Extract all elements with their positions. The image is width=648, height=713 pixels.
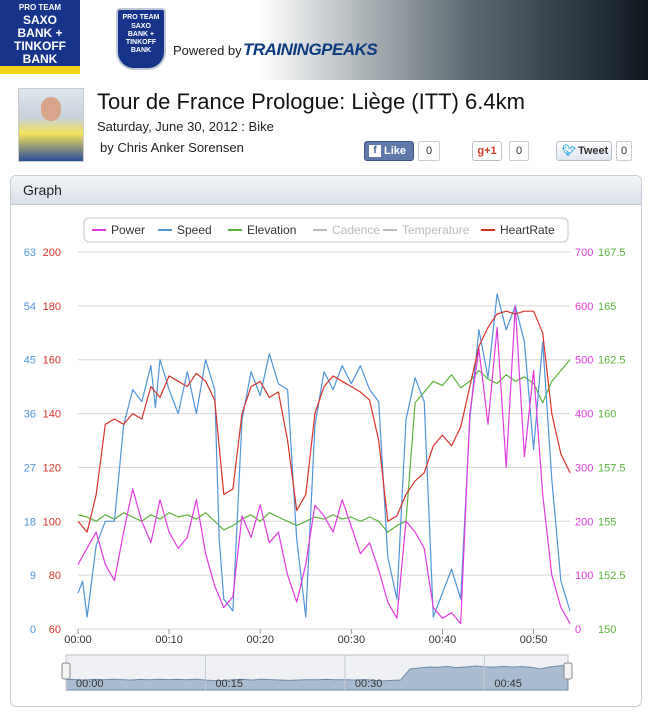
heartrate-tick-label: 180 [43, 301, 61, 313]
heartrate-series-line [77, 310, 571, 533]
heartrate-tick-label: 140 [43, 409, 61, 421]
navigator-label: 00:30 [355, 678, 383, 690]
elevation-tick-label: 155 [598, 516, 616, 528]
team-logo-line: BANK + [17, 26, 63, 40]
shield-line: SAXO [131, 23, 151, 30]
power-tick-label: 500 [575, 355, 593, 367]
heartrate-tick-label: 100 [43, 516, 61, 528]
heartrate-tick-label: 60 [49, 624, 61, 636]
facebook-like-button[interactable]: f Like [364, 141, 414, 161]
gplus-label: +1 [484, 145, 497, 157]
speed-tick-label: 0 [30, 624, 36, 636]
speed-tick-label: 54 [24, 301, 36, 313]
heartrate-tick-label: 200 [43, 247, 61, 259]
google-plus-button[interactable]: g+1 [472, 141, 502, 161]
elevation-tick-label: 162.5 [598, 355, 626, 367]
speed-tick-label: 36 [24, 409, 36, 421]
like-label: Like [384, 145, 407, 157]
heartrate-tick-label: 120 [43, 462, 61, 474]
powered-by-text: Powered by [173, 43, 242, 58]
x-tick-label: 00:40 [429, 634, 457, 646]
power-tick-label: 400 [575, 409, 593, 421]
navigator-label: 00:45 [494, 678, 522, 690]
shield-line: TINKOFF [125, 39, 157, 46]
elevation-tick-label: 165 [598, 301, 616, 313]
speed-series-line [77, 293, 571, 618]
logo-stripe [0, 66, 80, 74]
tweet-button[interactable]: 🐦︎ Tweet [556, 141, 612, 161]
speed-tick-label: 27 [24, 462, 36, 474]
heartrate-tick-label: 160 [43, 355, 61, 367]
workout-title: Tour de France Prologue: Liège (ITT) 6.4… [97, 89, 525, 114]
legend-item-temperature: Temperature [402, 223, 470, 237]
speed-tick-label: 63 [24, 247, 36, 259]
team-logo-line: PRO TEAM [18, 3, 62, 12]
power-series-line [77, 305, 571, 625]
graph-panel-title: Graph [23, 182, 62, 198]
gplus-count: 0 [509, 141, 529, 161]
power-tick-label: 600 [575, 301, 593, 313]
twitter-bird-icon: 🐦︎ [562, 145, 576, 157]
tweet-count: 0 [616, 141, 632, 161]
shield-line: BANK [130, 47, 152, 54]
x-tick-label: 00:50 [520, 634, 548, 646]
legend-item-power: Power [111, 223, 145, 237]
navigator-right-handle[interactable] [563, 662, 573, 680]
legend-item-cadence: Cadence [332, 223, 380, 237]
elevation-tick-label: 152.5 [598, 570, 626, 582]
legend-item-elevation: Elevation [247, 223, 296, 237]
team-logo-line: TINKOFF [14, 39, 66, 53]
x-tick-label: 00:20 [246, 634, 274, 646]
header-bar: PRO TEAM SAXO BANK + TINKOFF BANK PRO TE… [0, 0, 648, 80]
x-tick-label: 00:10 [155, 634, 183, 646]
x-tick-label: 00:00 [64, 634, 92, 646]
workout-date: Saturday, June 30, 2012 : Bike [97, 119, 274, 134]
x-tick-label: 00:30 [338, 634, 366, 646]
elevation-tick-label: 167.5 [598, 247, 626, 259]
legend-item-heartrate: HeartRate [500, 223, 555, 237]
navigator-left-handle[interactable] [61, 662, 71, 680]
heartrate-tick-label: 80 [49, 570, 61, 582]
graph-panel-header: Graph [11, 176, 641, 205]
team-logo-line: SAXO [22, 13, 57, 27]
speed-tick-label: 45 [24, 355, 36, 367]
athlete-avatar [18, 88, 84, 162]
shield-line: BANK + [127, 31, 155, 38]
elevation-series-line [77, 359, 571, 533]
shield-line: PRO TEAM [122, 14, 160, 21]
workout-author: by Chris Anker Sorensen [100, 140, 244, 155]
power-tick-label: 200 [575, 516, 593, 528]
legend-item-speed: Speed [177, 223, 212, 237]
team-shield-logo: PRO TEAM SAXO BANK + TINKOFF BANK [116, 8, 166, 70]
elevation-tick-label: 150 [598, 624, 616, 636]
team-logo: PRO TEAM SAXO BANK + TINKOFF BANK [0, 0, 80, 74]
avatar-face [41, 97, 61, 121]
elevation-tick-label: 157.5 [598, 462, 626, 474]
trainingpeaks-logo[interactable]: TRAININGPEAKS [243, 40, 378, 59]
facebook-icon: f [369, 145, 381, 157]
like-count: 0 [418, 141, 440, 161]
team-logo-line: BANK [22, 52, 58, 66]
navigator-area [65, 664, 569, 691]
navigator-label: 00:15 [215, 678, 243, 690]
speed-tick-label: 9 [30, 570, 36, 582]
power-tick-label: 700 [575, 247, 593, 259]
power-tick-label: 300 [575, 462, 593, 474]
power-tick-label: 0 [575, 624, 581, 636]
speed-tick-label: 18 [24, 516, 36, 528]
tweet-label: Tweet [577, 145, 609, 157]
elevation-tick-label: 160 [598, 409, 616, 421]
graph-panel: Graph [10, 175, 642, 707]
google-plus-icon: g [477, 145, 485, 157]
navigator-label: 00:00 [76, 678, 104, 690]
power-tick-label: 100 [575, 570, 593, 582]
